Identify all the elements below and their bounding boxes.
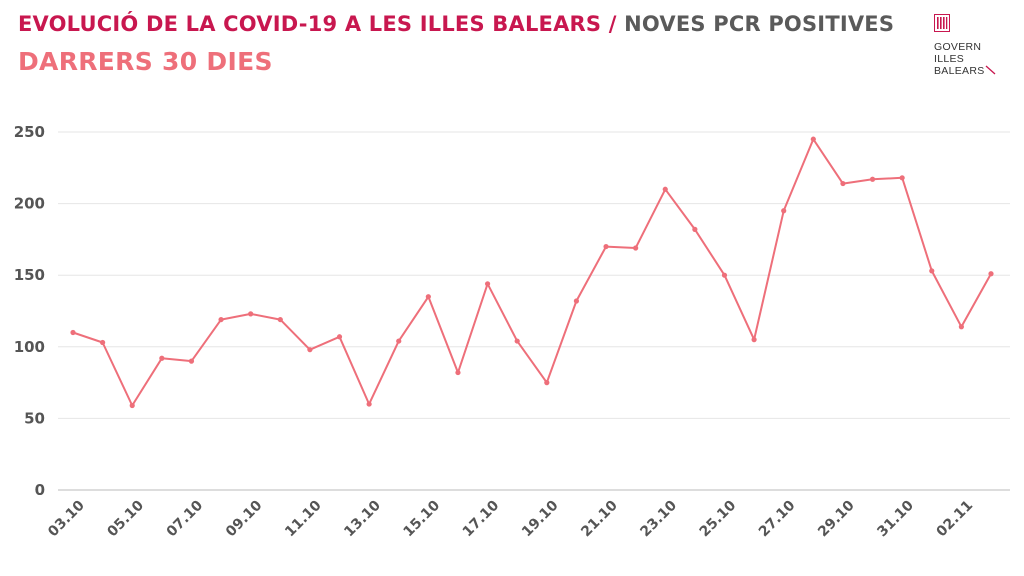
data-point <box>484 281 491 287</box>
data-point <box>988 271 994 277</box>
grid-layer <box>58 131 1010 419</box>
coat-of-arms-icon <box>934 14 950 32</box>
data-point <box>70 329 76 336</box>
data-point <box>218 316 224 323</box>
x-tick-label: 05.10 <box>104 497 147 540</box>
data-point <box>455 369 461 376</box>
data-point <box>899 175 905 181</box>
chart-subtitle: DARRERS 30 DIES <box>18 47 273 76</box>
data-point <box>810 136 816 142</box>
x-tick-label: 09.10 <box>223 497 266 540</box>
title-main: EVOLUCIÓ DE LA COVID-19 A LES ILLES BALE… <box>18 12 602 36</box>
data-point <box>100 339 106 346</box>
logo-line-2: ILLES <box>934 52 965 65</box>
data-point <box>958 324 964 330</box>
data-point <box>721 272 728 278</box>
data-point <box>425 294 431 300</box>
x-tick-label: 07.10 <box>164 497 207 540</box>
x-tick-label: 17.10 <box>460 497 503 540</box>
logo-text: GOVERN ILLES BALEARS <box>934 41 1014 78</box>
y-tick-label: 250 <box>14 123 45 141</box>
data-point <box>573 298 580 304</box>
x-tick-label: 02.11 <box>934 498 977 541</box>
data-point <box>692 226 698 232</box>
data-point <box>514 338 520 344</box>
data-point <box>336 334 343 340</box>
x-tick-label: 03.10 <box>45 497 88 540</box>
y-tick-label: 150 <box>14 266 45 284</box>
govern-logo: GOVERN ILLES BALEARS <box>934 14 1014 78</box>
x-tick-label: 31.10 <box>874 497 917 540</box>
x-tick-label: 25.10 <box>697 497 740 540</box>
chart-header: EVOLUCIÓ DE LA COVID-19 A LES ILLES BALE… <box>18 10 894 80</box>
x-tick-labels: 03.10 05.10 07.10 09.10 11.10 13.10 15.10 17.10… <box>45 497 976 540</box>
data-point <box>929 268 935 274</box>
y-tick-label: 0 <box>35 481 45 499</box>
series-line <box>72 138 992 407</box>
y-tick-label: 50 <box>24 409 45 427</box>
x-tick-label: 23.10 <box>637 497 680 540</box>
data-point <box>248 311 254 317</box>
data-point <box>129 402 135 409</box>
x-tick-label: 15.10 <box>401 497 444 540</box>
logo-accent-stroke-icon <box>985 65 995 75</box>
data-point <box>662 186 668 192</box>
title-secondary: NOVES PCR POSITIVES <box>624 12 895 36</box>
data-point <box>751 337 757 343</box>
series-layer <box>70 136 994 409</box>
x-tick-label: 11.10 <box>282 497 325 540</box>
data-point <box>159 355 165 361</box>
data-point <box>396 338 402 344</box>
data-point <box>188 358 195 364</box>
title-separator: / <box>608 12 617 36</box>
data-point <box>781 208 787 214</box>
data-point <box>277 316 283 323</box>
data-point <box>869 176 876 182</box>
x-tick-label: 27.10 <box>756 497 799 540</box>
data-point <box>603 243 609 250</box>
data-point <box>307 347 313 353</box>
logo-line-3-text: BALEARS <box>934 65 985 77</box>
logo-line-1: GOVERN <box>934 41 982 53</box>
chart-title: EVOLUCIÓ DE LA COVID-19 A LES ILLES BALE… <box>18 10 894 38</box>
logo-line-3: BALEARS <box>934 65 1014 78</box>
x-tick-label: 19.10 <box>519 497 562 540</box>
data-point <box>840 180 846 187</box>
x-tick-label: 21.10 <box>578 497 621 540</box>
y-tick-label: 200 <box>14 195 45 213</box>
y-tick-label: 100 <box>14 338 45 356</box>
data-point <box>366 401 372 407</box>
axis-layer: 0 50 100 150 200 250 <box>14 123 1010 499</box>
data-point <box>633 245 639 251</box>
x-tick-label: 13.10 <box>341 497 384 540</box>
data-point <box>544 380 550 386</box>
x-tick-label: 29.10 <box>815 497 858 540</box>
